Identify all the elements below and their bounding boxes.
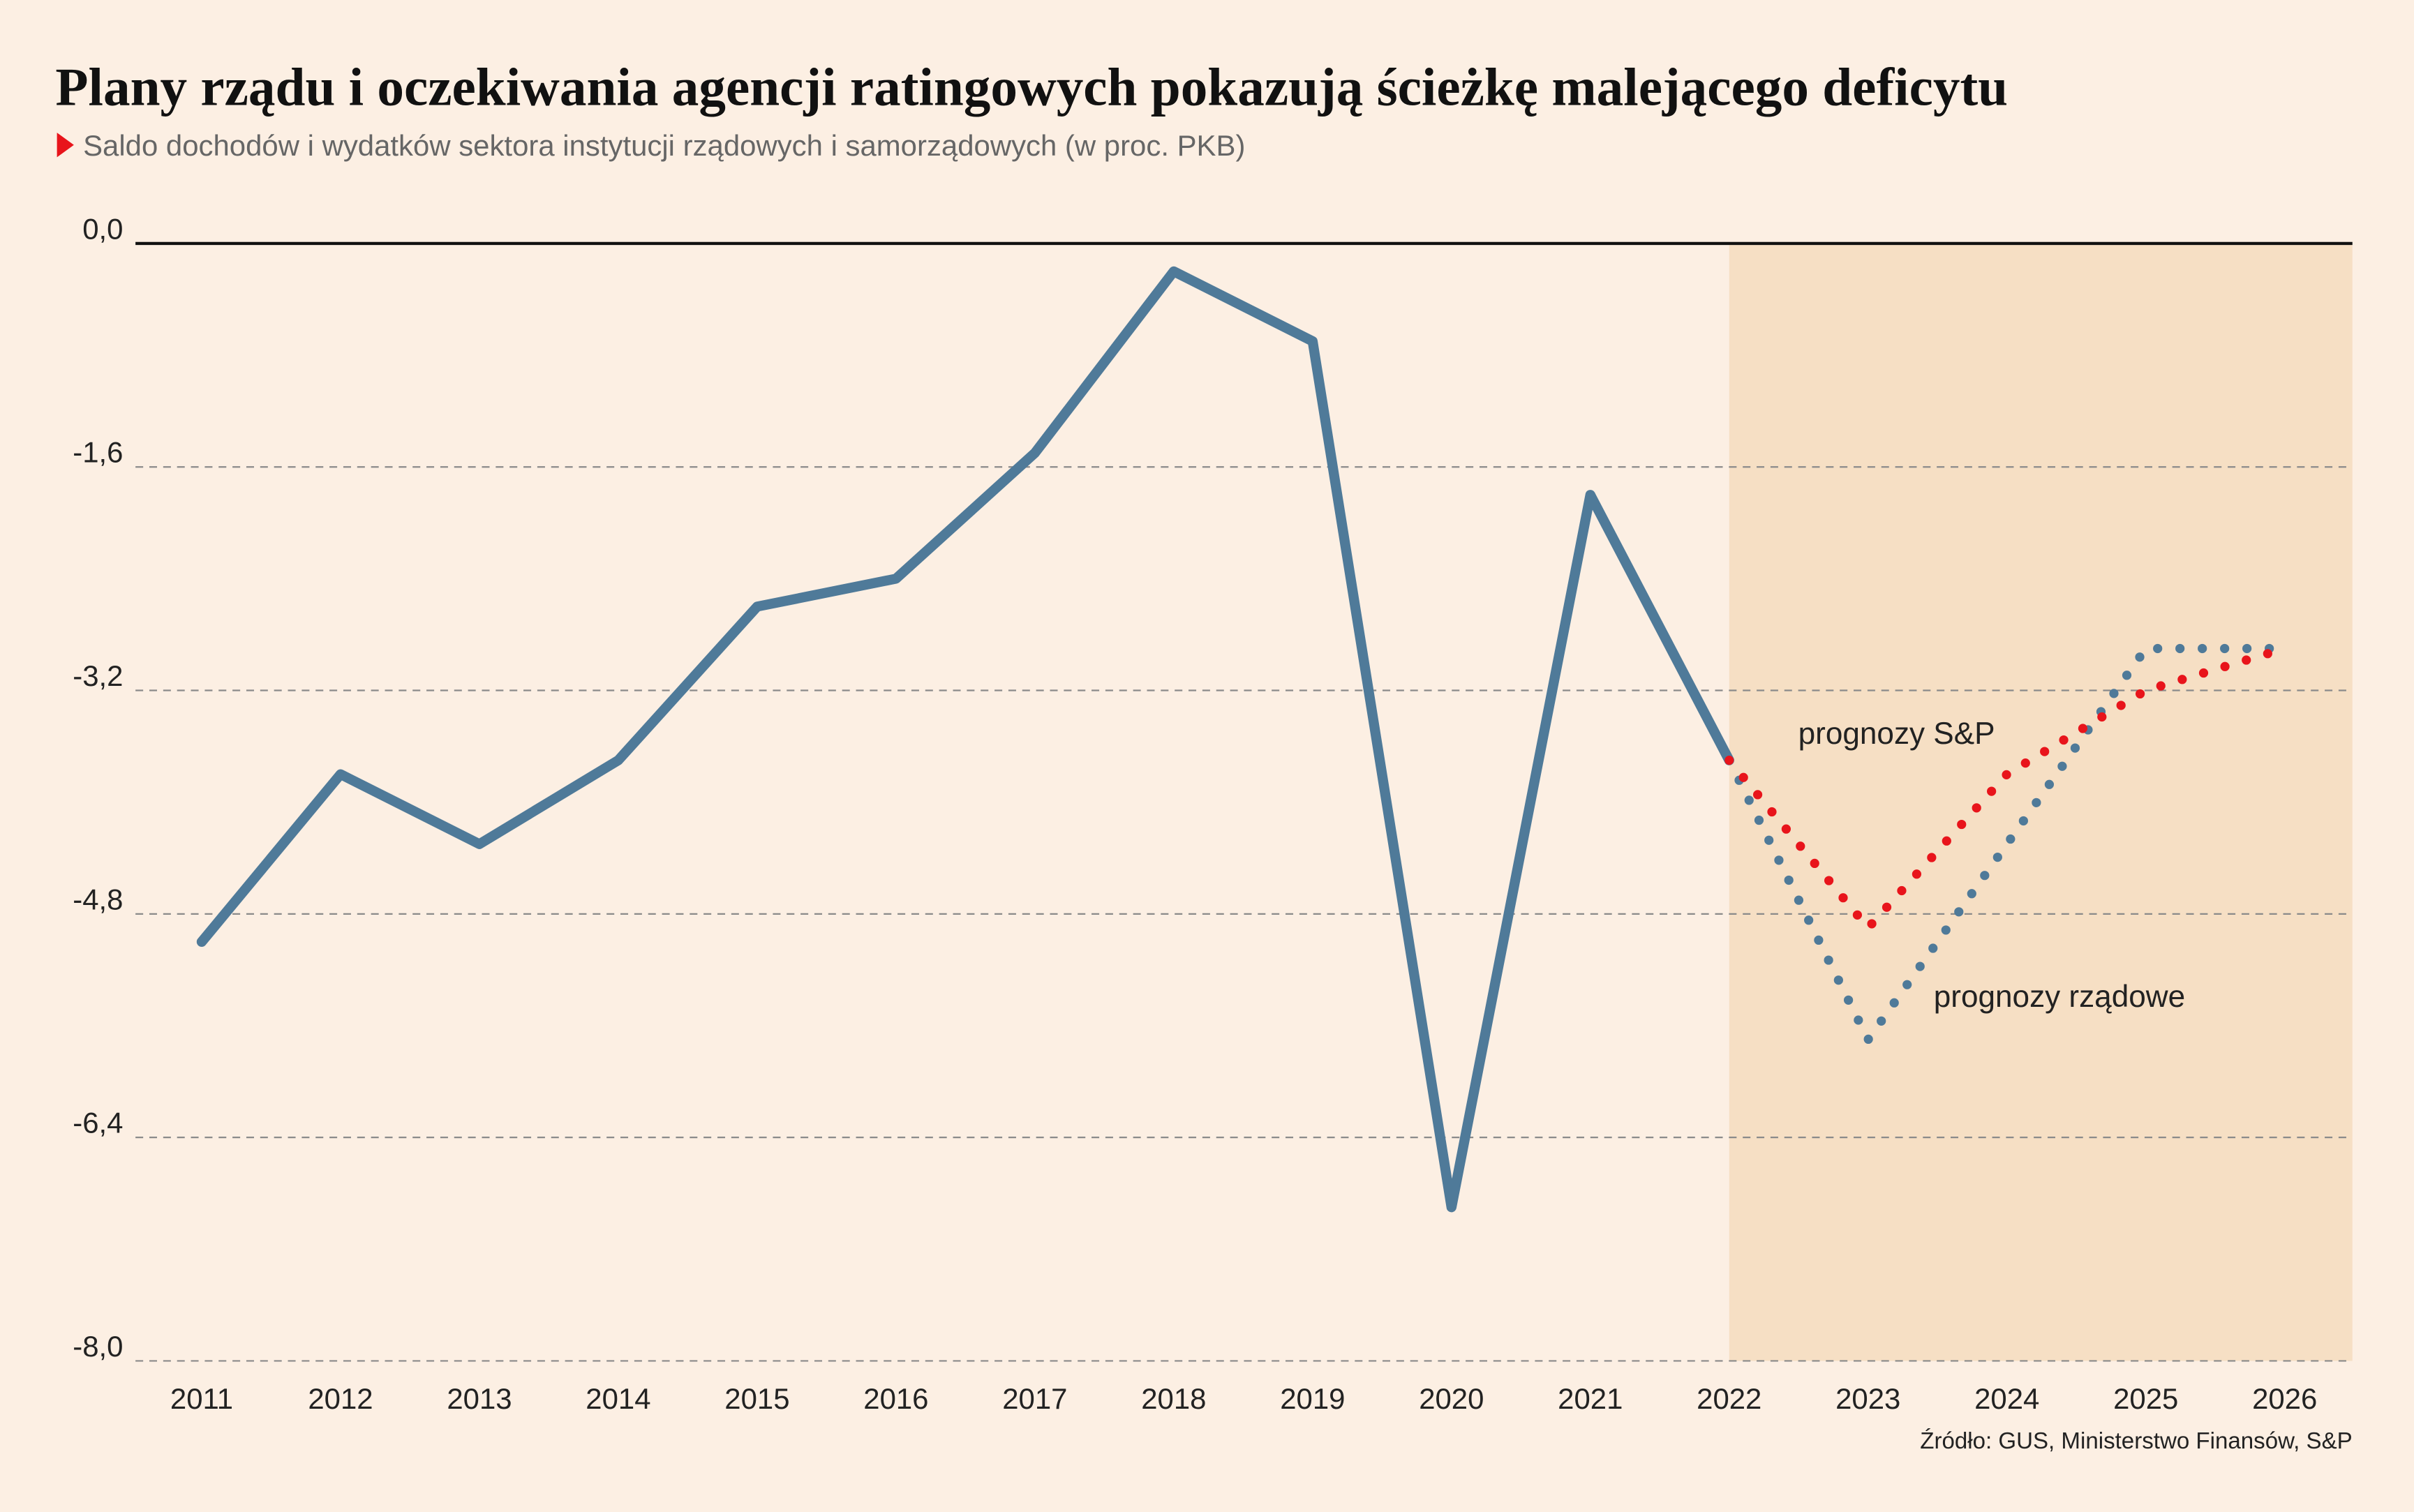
- x-tick-label: 2015: [724, 1382, 789, 1415]
- x-tick-label: 2021: [1558, 1382, 1623, 1415]
- x-tick-label: 2011: [170, 1382, 233, 1415]
- x-tick-label: 2025: [2113, 1382, 2178, 1415]
- x-tick-label: 2022: [1697, 1382, 1761, 1415]
- y-tick-label: -6,4: [73, 1107, 123, 1139]
- series-label: prognozy rządowe: [1934, 980, 2185, 1014]
- x-tick-label: 2012: [308, 1382, 373, 1415]
- data-line: [196, 266, 1734, 1213]
- y-tick-label: -1,6: [73, 436, 123, 469]
- x-tick-label: 2018: [1141, 1382, 1206, 1415]
- x-tick-label: 2023: [1835, 1382, 1900, 1415]
- x-tick-label: 2014: [586, 1382, 650, 1415]
- x-tick-label: 2017: [1002, 1382, 1067, 1415]
- x-tick-label: 2020: [1419, 1382, 1484, 1415]
- y-tick-label: -3,2: [73, 659, 123, 692]
- y-tick-label: 0,0: [82, 212, 123, 245]
- x-tick-label: 2016: [863, 1382, 928, 1415]
- chart-title: Plany rządu i oczekiwania agencji rating…: [55, 57, 2008, 117]
- forecast-line: [1724, 643, 2290, 933]
- y-tick-label: -8,0: [73, 1330, 123, 1363]
- subtitle-marker: [57, 133, 74, 158]
- x-tick-label: 2013: [447, 1382, 512, 1415]
- chart-subtitle: Saldo dochodów i wydatków sektora instyt…: [83, 129, 1245, 162]
- source: Źródło: GUS, Ministerstwo Finansów, S&P: [1920, 1428, 2353, 1454]
- x-tick-label: 2026: [2252, 1382, 2317, 1415]
- y-tick-label: -4,8: [73, 883, 123, 915]
- series-label: prognozy S&P: [1798, 717, 1995, 751]
- x-tick-label: 2024: [1974, 1382, 2039, 1415]
- x-tick-label: 2019: [1280, 1382, 1345, 1415]
